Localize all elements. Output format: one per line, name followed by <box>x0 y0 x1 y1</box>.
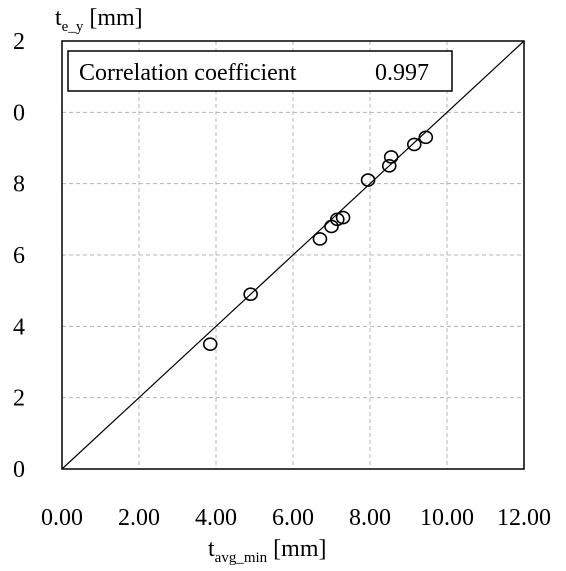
y-tick-labels: 0 2 4 6 8 0 2 <box>13 29 25 483</box>
x-tick-label: 8.00 <box>349 505 391 531</box>
x-axis-title-unit: [mm] <box>267 536 326 562</box>
y-axis-title-sub: e_y <box>62 19 84 35</box>
y-tick-label: 2 <box>13 29 25 55</box>
x-axis-title-sub: avg_min <box>215 550 268 566</box>
data-point <box>329 212 345 227</box>
correlation-annotation: Correlation coefficient 0.997 <box>67 50 453 92</box>
x-tick-labels: 0.00 2.00 4.00 6.00 8.00 10.00 12.00 <box>41 505 551 531</box>
x-tick-label: 0.00 <box>41 505 83 531</box>
x-tick-label: 2.00 <box>118 505 160 531</box>
y-tick-label: 8 <box>13 172 25 198</box>
x-tick-label: 10.00 <box>420 505 474 531</box>
data-point <box>335 210 351 225</box>
x-tick-label: 4.00 <box>195 505 237 531</box>
data-point <box>406 137 422 152</box>
data-point <box>202 337 218 351</box>
y-tick-label: 6 <box>13 243 25 269</box>
x-tick-label: 12.00 <box>497 505 551 531</box>
x-axis-title-base: t <box>208 536 215 562</box>
y-tick-label: 4 <box>13 314 25 340</box>
data-points <box>202 130 434 351</box>
data-point <box>418 130 434 145</box>
data-point <box>243 287 258 302</box>
data-point <box>381 159 397 173</box>
annotation-value: 0.997 <box>375 60 429 86</box>
data-point <box>360 173 376 187</box>
plot-frame <box>61 40 525 470</box>
reference-line-y-equals-x <box>61 40 525 470</box>
y-axis-title-base: t <box>55 5 62 31</box>
data-point <box>383 150 399 164</box>
annotation-box <box>67 50 453 92</box>
y-tick-label: 0 <box>13 457 25 483</box>
y-tick-label: 2 <box>13 386 25 412</box>
grid-lines <box>62 41 524 469</box>
y-axis-title: te_y [mm] <box>55 5 143 35</box>
data-point <box>312 232 328 246</box>
x-tick-label: 6.00 <box>272 505 314 531</box>
y-axis-title-unit: [mm] <box>83 5 142 31</box>
annotation-label: Correlation coefficient <box>79 60 297 86</box>
y-tick-label: 0 <box>13 100 25 126</box>
x-axis-title: tavg_min [mm] <box>208 536 327 566</box>
